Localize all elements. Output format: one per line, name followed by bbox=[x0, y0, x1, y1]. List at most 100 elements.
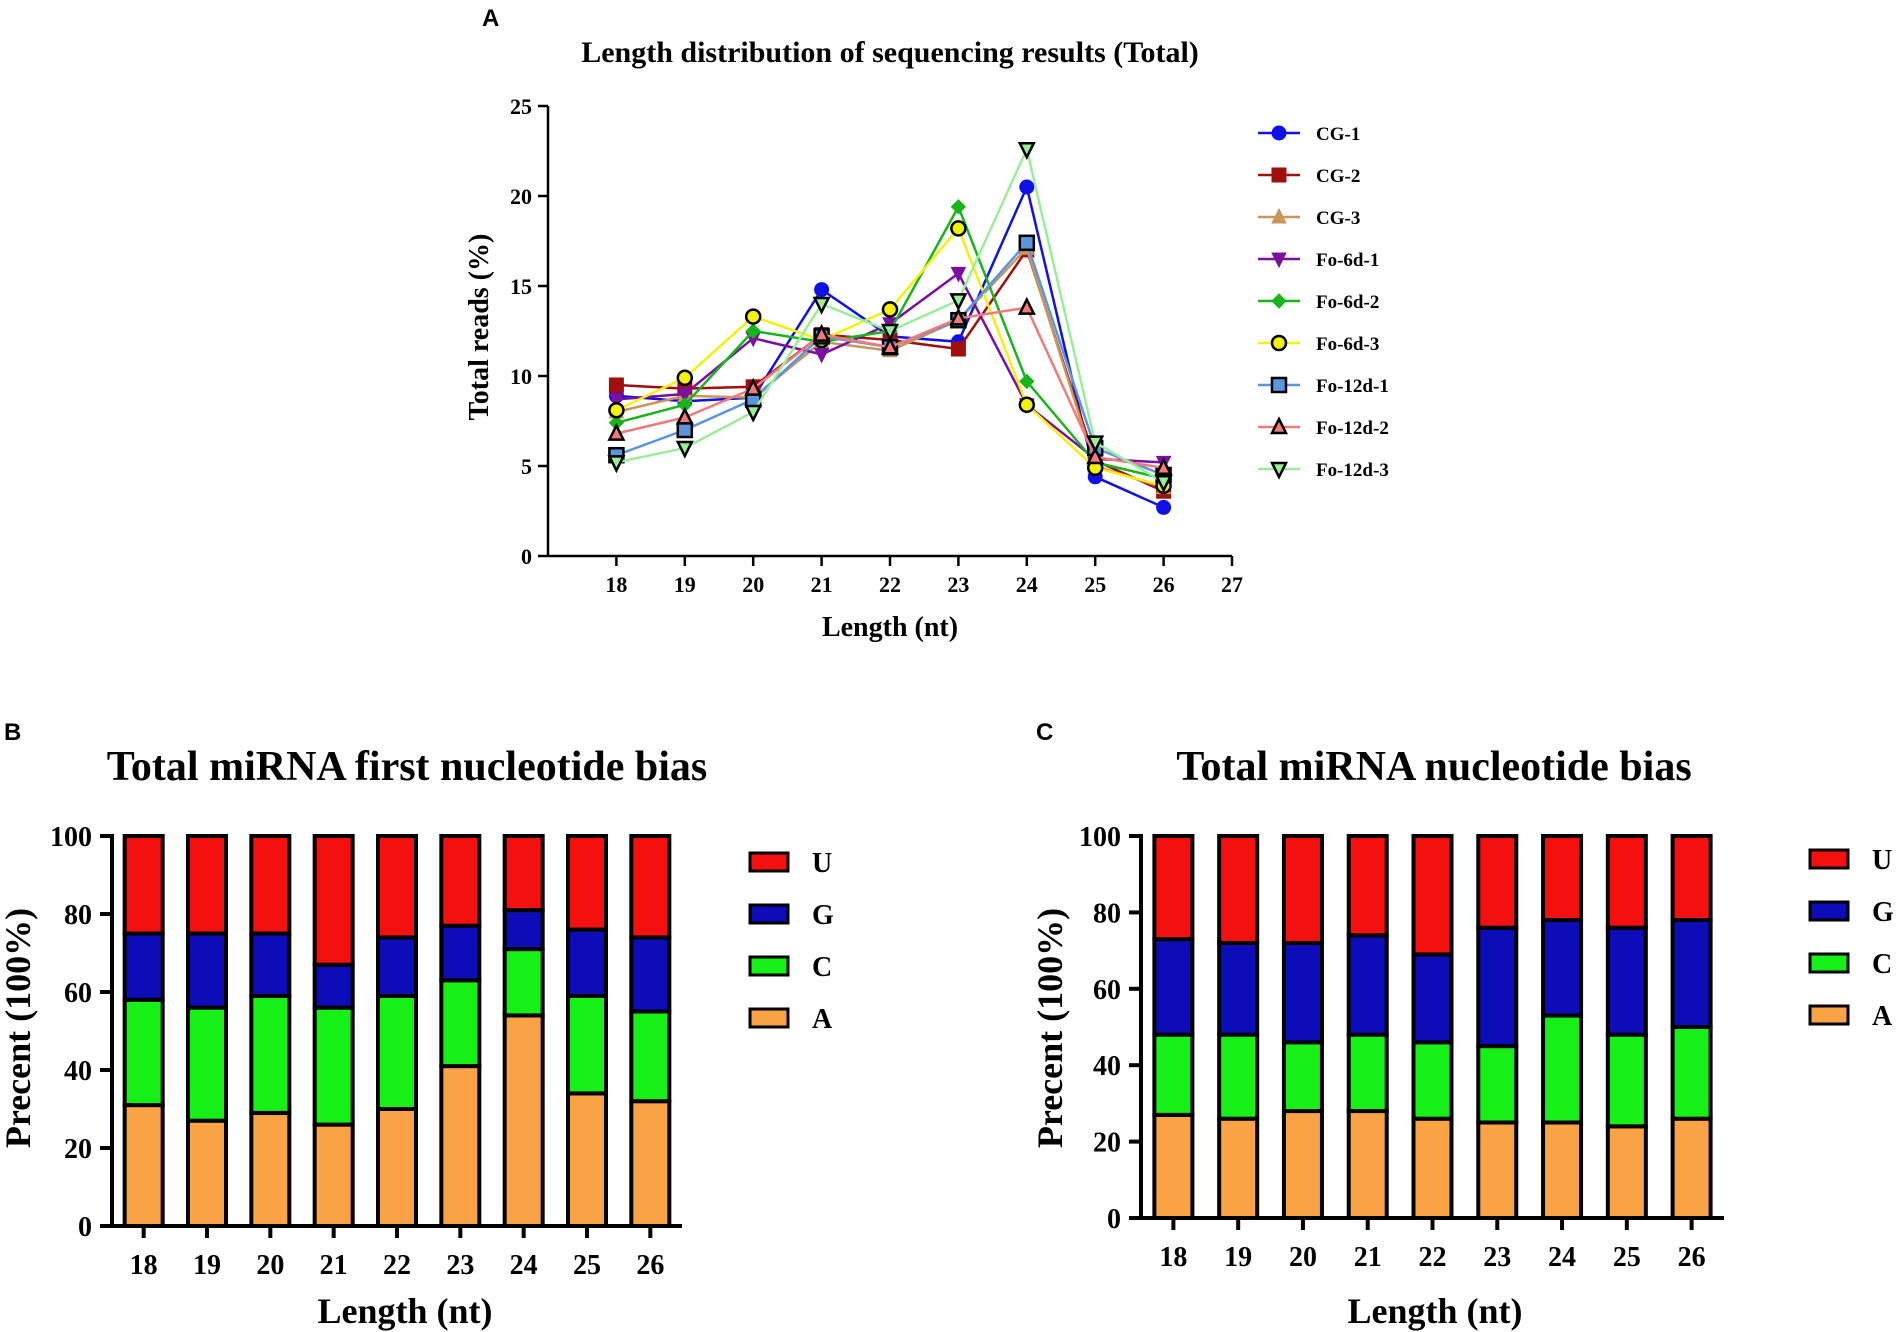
chart-a-x-tick-label: 21 bbox=[811, 572, 833, 597]
bar-segment-c bbox=[1670, 1025, 1713, 1121]
bar-segment-a bbox=[1411, 1116, 1454, 1221]
chart-b-title: Total miRNA first nucleotide bias bbox=[107, 744, 707, 790]
bar-segment-c bbox=[1541, 1013, 1584, 1125]
legend-swatch-a bbox=[1808, 1004, 1850, 1026]
panel-label-b: B bbox=[4, 719, 21, 746]
series-fo-6d-3 bbox=[608, 220, 1172, 495]
series-cg-3 bbox=[608, 239, 1172, 495]
chart-a-y-tick-label: 0 bbox=[521, 544, 532, 569]
series-fo-12d-2 bbox=[607, 296, 1173, 476]
line-chart-length-distribution: Length distribution of sequencing result… bbox=[464, 36, 1389, 643]
chart-c-xlabel: Length (nt) bbox=[1347, 1291, 1522, 1331]
data-point-fo-12d-2 bbox=[880, 336, 900, 355]
chart-a-ylabel: Total reads (%) bbox=[464, 234, 495, 421]
legend-swatch-u bbox=[1808, 848, 1850, 870]
series-fo-12d-3 bbox=[607, 141, 1173, 493]
bar-segment-g bbox=[502, 908, 545, 952]
bar-segment-a bbox=[502, 1013, 545, 1229]
bar-segment-c bbox=[312, 1005, 355, 1127]
chart-b-x-tick-label: 25 bbox=[573, 1250, 601, 1281]
bar-segment-u bbox=[1346, 834, 1389, 938]
chart-b-x-tick-label: 18 bbox=[130, 1250, 158, 1281]
bar-segment-a bbox=[1476, 1120, 1519, 1220]
chart-c-x-tick-label: 24 bbox=[1548, 1242, 1576, 1273]
chart-c-y-tick-label: 20 bbox=[1093, 1128, 1121, 1159]
panel-label-a: A bbox=[482, 5, 499, 32]
chart-b-xlabel: Length (nt) bbox=[317, 1291, 492, 1331]
data-point-fo-12d-2 bbox=[1154, 457, 1173, 476]
bar-segment-g bbox=[629, 935, 672, 1014]
chart-a-title: Length distribution of sequencing result… bbox=[581, 36, 1199, 69]
data-point-fo-6d-3 bbox=[1018, 396, 1036, 414]
legend-label-cg-1: CG-1 bbox=[1316, 124, 1360, 145]
legend-label-g: G bbox=[812, 900, 834, 931]
bar-segment-u bbox=[186, 834, 228, 936]
legend-label-cg-2: CG-2 bbox=[1316, 166, 1360, 187]
chart-c-x-tick-label: 18 bbox=[1159, 1242, 1187, 1273]
chart-c-ylabel: Precent (100%) bbox=[1030, 908, 1070, 1148]
data-point-fo-12d-3 bbox=[880, 323, 900, 342]
data-point-fo-12d-3 bbox=[1086, 435, 1105, 454]
data-point-fo-12d-3 bbox=[1017, 141, 1036, 160]
chart-c-x-tick-label: 26 bbox=[1678, 1242, 1706, 1273]
chart-a-x-tick-label: 23 bbox=[947, 572, 969, 597]
bar-segment-c bbox=[1476, 1044, 1519, 1125]
legend-marker-cg-3 bbox=[1271, 207, 1287, 224]
chart-c-x-tick-label: 21 bbox=[1354, 1242, 1382, 1273]
bar-segment-u bbox=[1217, 834, 1260, 945]
data-point-fo-6d-1 bbox=[676, 387, 693, 404]
chart-b-y-tick-label: 0 bbox=[78, 1212, 92, 1243]
bar-segment-g bbox=[1670, 918, 1713, 1029]
data-point-fo-12d-3 bbox=[744, 404, 763, 423]
chart-b-x-tick-label: 26 bbox=[636, 1250, 664, 1281]
legend-marker-cg-1 bbox=[1271, 125, 1287, 141]
bar-segment-u bbox=[1541, 834, 1584, 923]
data-point-fo-12d-2 bbox=[1017, 296, 1036, 315]
chart-b-x-tick-label: 24 bbox=[510, 1250, 538, 1281]
chart-c-y-tick-label: 60 bbox=[1093, 975, 1121, 1006]
data-point-fo-6d-1 bbox=[950, 266, 967, 283]
bar-segment-c bbox=[1281, 1040, 1324, 1114]
legend-label-g: G bbox=[1872, 897, 1894, 928]
chart-b-x-tick-label: 23 bbox=[446, 1250, 474, 1281]
data-point-fo-12d-2 bbox=[607, 422, 626, 441]
legend-label-fo-12d-1: Fo-12d-1 bbox=[1316, 376, 1389, 397]
bar-segment-g bbox=[312, 962, 355, 1010]
bar-segment-u bbox=[1670, 834, 1713, 923]
bar-segment-a bbox=[312, 1122, 355, 1228]
legend-marker-fo-6d-3 bbox=[1270, 334, 1288, 352]
data-point-fo-6d-3 bbox=[950, 220, 967, 237]
legend-swatch-u bbox=[748, 851, 790, 873]
chart-b-x-tick-label: 22 bbox=[383, 1250, 411, 1281]
stacked-bar-chart-nucleotide: Total miRNA nucleotide bias Length (nt) … bbox=[1030, 744, 1894, 1331]
bar-segment-u bbox=[1605, 834, 1648, 930]
bar-segment-g bbox=[249, 931, 292, 998]
data-point-fo-6d-3 bbox=[881, 301, 899, 318]
bar-segment-u bbox=[1281, 834, 1324, 945]
data-point-fo-12d-3 bbox=[1154, 474, 1173, 493]
chart-b-x-tick-label: 19 bbox=[193, 1250, 221, 1281]
chart-a-x-tick-label: 25 bbox=[1084, 572, 1106, 597]
legend-swatch-c bbox=[1808, 952, 1850, 974]
bar-segment-a bbox=[1670, 1116, 1713, 1221]
chart-c-x-tick-label: 25 bbox=[1613, 1242, 1641, 1273]
bar-segment-c bbox=[502, 947, 545, 1018]
bar-segment-c bbox=[1217, 1032, 1260, 1121]
chart-a-y-tick-label: 15 bbox=[510, 274, 532, 299]
data-point-fo-12d-3 bbox=[812, 296, 831, 315]
bar-segment-g bbox=[376, 935, 418, 998]
chart-a-x-tick-label: 24 bbox=[1016, 572, 1038, 597]
bar-segment-c bbox=[1605, 1032, 1648, 1129]
chart-c-y-tick-label: 100 bbox=[1079, 822, 1121, 853]
data-point-cg-1 bbox=[1156, 499, 1172, 515]
bar-segment-g bbox=[1605, 925, 1648, 1037]
bar-segment-u bbox=[502, 834, 545, 913]
bar-segment-a bbox=[249, 1110, 292, 1229]
chart-a-y-tick-label: 25 bbox=[510, 94, 532, 119]
data-point-cg-1 bbox=[814, 282, 830, 298]
chart-c-y-tick-label: 40 bbox=[1093, 1051, 1121, 1082]
bar-segment-g bbox=[439, 923, 482, 983]
chart-c-y-tick-label: 0 bbox=[1107, 1204, 1121, 1235]
chart-c-x-tick-label: 20 bbox=[1289, 1242, 1317, 1273]
bar-segment-u bbox=[1411, 834, 1454, 957]
